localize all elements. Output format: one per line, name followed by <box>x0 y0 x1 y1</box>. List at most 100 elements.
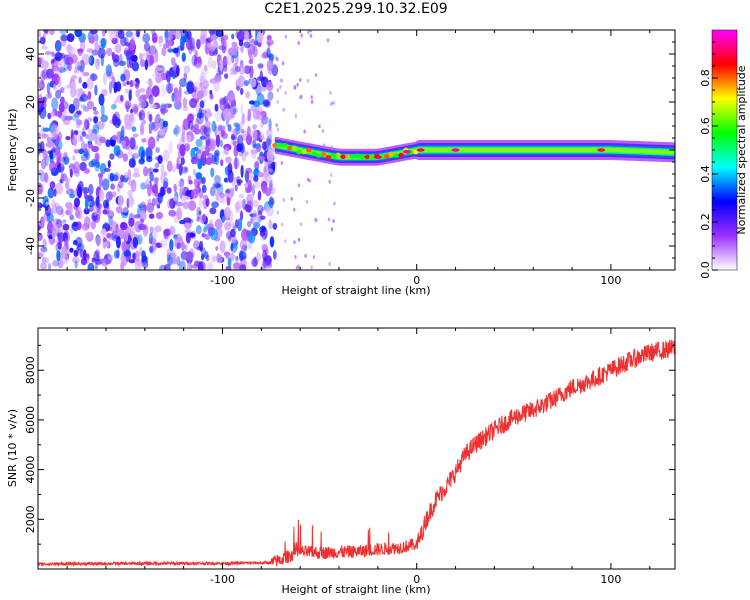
noise-speckle <box>115 81 122 92</box>
noise-speckle <box>139 88 146 93</box>
noise-speckle <box>123 50 131 57</box>
noise-speckle <box>69 168 73 178</box>
colorbar-tick-label: 0.6 <box>699 117 712 135</box>
noise-speckle <box>306 78 309 83</box>
noise-speckle <box>209 207 217 215</box>
noise-speckle <box>176 207 183 220</box>
noise-speckle <box>176 156 180 170</box>
noise-speckle <box>128 217 135 227</box>
colorbar-tick-label: 0.8 <box>699 69 712 87</box>
noise-speckle <box>261 115 269 125</box>
noise-speckle <box>293 207 296 212</box>
colorbar: 0.0 0.2 0.4 0.6 0.8 Normalized spectral ampl… <box>699 29 748 279</box>
noise-speckle <box>97 203 103 210</box>
noise-speckle <box>76 243 85 251</box>
noise-speckle <box>38 252 44 258</box>
noise-speckle <box>84 221 89 230</box>
noise-speckle <box>97 47 106 59</box>
noise-speckle <box>59 30 67 35</box>
noise-speckle <box>51 97 59 111</box>
noise-speckle <box>220 159 224 167</box>
noise-speckle <box>268 196 274 209</box>
noise-speckle <box>121 241 128 252</box>
spectrogram-x-tick-label: 100 <box>600 274 621 287</box>
noise-speckle <box>248 58 254 65</box>
noise-speckle <box>197 261 204 270</box>
noise-speckle <box>244 203 252 213</box>
noise-speckle <box>214 103 219 112</box>
noise-speckle <box>148 213 155 219</box>
noise-speckle <box>93 110 99 116</box>
noise-speckle <box>100 103 105 117</box>
noise-speckle <box>169 30 176 40</box>
noise-speckle <box>71 133 77 146</box>
noise-speckle <box>206 42 213 48</box>
noise-speckle <box>211 255 217 263</box>
noise-speckle <box>272 250 277 260</box>
noise-speckle <box>155 242 163 248</box>
noise-speckle <box>154 162 160 168</box>
noise-speckle <box>66 43 72 54</box>
noise-speckle <box>284 91 287 95</box>
noise-speckle <box>73 66 78 74</box>
noise-speckle <box>160 103 167 116</box>
noise-speckle <box>73 137 78 147</box>
noise-speckle <box>195 62 202 70</box>
noise-speckle <box>207 56 213 69</box>
noise-speckle <box>168 225 176 236</box>
noise-speckle <box>178 163 183 176</box>
noise-speckle <box>200 85 208 98</box>
noise-speckle <box>38 93 43 102</box>
noise-speckle <box>102 199 109 209</box>
noise-speckle <box>328 262 331 266</box>
noise-speckle <box>183 65 191 74</box>
noise-speckle <box>225 265 232 270</box>
snr-y-tick-label: 8000 <box>24 356 37 384</box>
ridge-blob <box>301 149 307 154</box>
noise-speckle <box>265 262 273 269</box>
noise-speckle <box>241 228 249 241</box>
noise-speckle <box>224 73 229 79</box>
noise-speckle <box>245 91 251 99</box>
noise-speckle <box>280 78 283 83</box>
noise-speckle <box>214 47 219 55</box>
noise-speckle <box>94 152 100 162</box>
noise-speckle <box>212 59 217 70</box>
snr-series-line <box>38 339 675 568</box>
noise-speckle <box>79 39 86 52</box>
noise-speckle <box>124 113 131 127</box>
noise-speckle <box>299 222 303 227</box>
noise-speckle <box>125 88 130 94</box>
noise-speckle <box>259 215 266 220</box>
noise-speckle <box>42 127 51 132</box>
noise-speckle <box>257 63 264 69</box>
noise-speckle <box>179 143 186 157</box>
snr-x-label: Height of straight line (km) <box>281 583 430 596</box>
noise-speckle <box>41 60 49 69</box>
noise-speckle <box>180 250 188 260</box>
noise-speckle <box>51 73 60 86</box>
noise-speckle <box>89 73 98 81</box>
noise-speckle <box>201 253 205 261</box>
noise-speckle <box>215 30 224 37</box>
ridge-blob <box>369 155 375 160</box>
noise-speckle <box>218 254 223 263</box>
noise-speckle <box>177 45 185 51</box>
noise-speckle <box>52 83 57 91</box>
noise-speckle <box>257 204 264 214</box>
noise-speckle <box>127 168 132 182</box>
noise-speckle <box>195 149 202 154</box>
noise-speckle <box>164 30 169 44</box>
noise-speckle <box>87 90 92 101</box>
noise-speckle <box>242 198 246 211</box>
noise-speckle <box>198 190 204 199</box>
noise-speckle <box>108 81 113 94</box>
noise-speckle <box>57 232 66 243</box>
noise-speckle <box>275 123 278 128</box>
noise-speckle <box>141 261 148 269</box>
noise-speckle <box>55 42 62 51</box>
ridge-blob <box>306 148 312 153</box>
noise-speckle <box>200 86 206 94</box>
noise-speckle <box>41 256 47 264</box>
noise-speckle <box>54 202 60 210</box>
